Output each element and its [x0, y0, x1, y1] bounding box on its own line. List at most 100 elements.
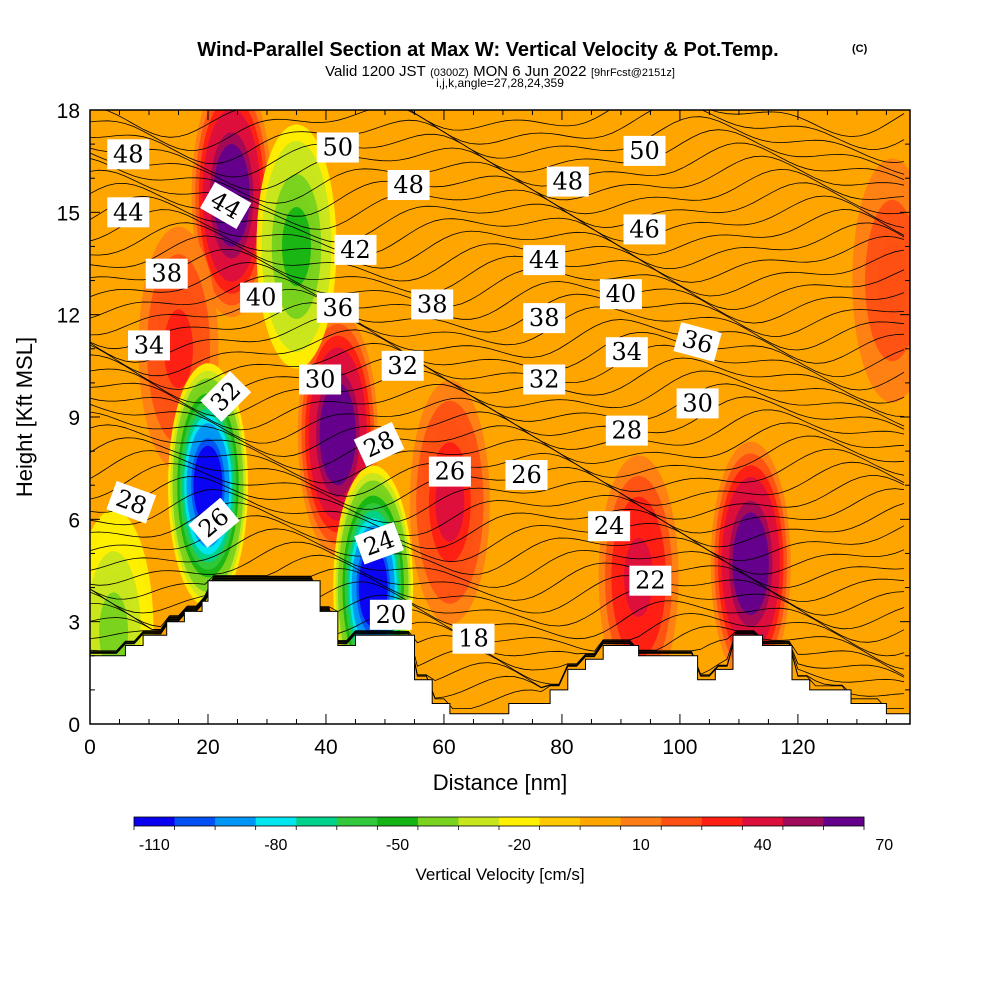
contour-label-text: 18 — [458, 625, 489, 653]
copyright-mark: (C) — [852, 43, 868, 55]
contour-label-box — [316, 292, 359, 323]
contour-label-box — [623, 135, 666, 166]
contour-label-box — [546, 166, 589, 197]
colorbar-swatch — [661, 817, 703, 826]
colorbar-swatch — [782, 817, 824, 826]
x-tick-label: 100 — [662, 736, 697, 759]
contour-label: 30 — [299, 364, 342, 395]
colorbar-tick-label: -20 — [508, 837, 531, 854]
isentrope-line — [90, 315, 905, 364]
contour-label-text: 40 — [246, 284, 277, 312]
isentrope-line — [90, 541, 905, 589]
y-tick-label: 6 — [68, 509, 80, 532]
contour-label-box — [299, 364, 342, 395]
contour-label-box — [354, 521, 404, 565]
valid-utc: (0300Z) — [430, 67, 469, 79]
contour-labels: 4844383428444032265042363048383228242026… — [106, 132, 722, 654]
valid-prefix: Valid 1200 JST — [325, 63, 426, 80]
colorbar-tick-label: 40 — [754, 837, 772, 854]
isentrope-line — [90, 155, 905, 204]
isentrope-line — [90, 577, 905, 657]
contour-label-box — [240, 282, 283, 313]
colorbar-swatch — [701, 817, 743, 826]
colorbar-tick-label: -50 — [386, 837, 409, 854]
contour-label-box — [676, 388, 719, 419]
isentrope-line — [90, 502, 905, 549]
isentrope-line — [90, 528, 905, 575]
colorbar-swatch — [134, 817, 175, 826]
contour-label-box — [523, 245, 566, 276]
isentrope-line — [90, 576, 905, 630]
contour-label-text: 30 — [682, 389, 713, 417]
y-tick-label: 0 — [68, 714, 80, 737]
isentrope-line — [90, 275, 905, 324]
contour-label-text: 20 — [376, 601, 407, 629]
colorbar-swatch — [296, 817, 338, 826]
contour-label-box — [369, 599, 412, 630]
isentrope-line — [90, 579, 905, 677]
isentrope-line — [90, 302, 905, 351]
isentrope-line — [90, 435, 905, 484]
contour-label-text: 38 — [529, 304, 560, 332]
chart-title: Wind-Parallel Section at Max W: Vertical… — [197, 39, 778, 61]
contour-label-text: 48 — [113, 140, 144, 168]
colorbar-swatch — [458, 817, 500, 826]
isentrope-line — [90, 142, 905, 191]
contour-label-box — [428, 456, 471, 487]
contour-label-box — [200, 182, 252, 229]
isentrope-line — [90, 488, 905, 537]
contour-label: 40 — [240, 282, 283, 313]
isentrope-line — [90, 209, 905, 256]
contour-label-text: 26 — [435, 458, 466, 486]
valid-date: MON 6 Jun 2022 — [473, 63, 586, 80]
colorbar-swatch — [417, 817, 459, 826]
contour-label: 42 — [334, 234, 377, 265]
contour-label: 50 — [316, 132, 359, 163]
colorbar-title: Vertical Velocity [cm/s] — [415, 865, 584, 884]
contour-label: 36 — [316, 292, 359, 323]
contour-label-box — [523, 364, 566, 395]
contour-label: 32 — [523, 364, 566, 395]
isentrope-line — [90, 409, 905, 457]
contour-label-text: 46 — [629, 215, 660, 243]
contour-label-text: 38 — [151, 260, 182, 288]
chart-subtitle: Valid 1200 JST (0300Z) MON 6 Jun 2022 [9… — [325, 63, 675, 80]
contour-label: 28 — [605, 415, 648, 446]
y-tick-label: 18 — [57, 100, 80, 123]
updraft-cell-6 — [852, 158, 910, 403]
contour-label-box — [605, 337, 648, 368]
isentrope-line — [90, 110, 905, 151]
colorbar-swatch — [174, 817, 216, 826]
y-tick-label: 15 — [57, 202, 80, 225]
contour-label-box — [605, 415, 648, 446]
isentrope-line — [90, 383, 905, 431]
y-tick-label: 3 — [68, 612, 80, 635]
contour-label: 38 — [523, 303, 566, 334]
colorbar-swatch — [620, 817, 662, 826]
contour-label-box — [411, 289, 454, 320]
contour-label-box — [107, 139, 150, 170]
isentrope-line — [90, 129, 905, 178]
contour-label: 34 — [605, 337, 648, 368]
colorbar: -110 -80 -50 -20 10 40 70 — [133, 816, 893, 854]
contour-label-box — [128, 330, 170, 361]
contour-label-text: 22 — [635, 567, 666, 595]
isentrope-line — [90, 422, 905, 471]
forecast-info: [9hrFcst@2151z] — [591, 67, 675, 79]
contour-label-box — [381, 350, 424, 381]
isentrope-line — [90, 475, 905, 523]
contour-label-box — [106, 481, 157, 524]
isentrope-line — [90, 329, 905, 378]
x-axis-label: Distance [nm] — [433, 770, 568, 795]
colorbar-tick-label: 10 — [632, 837, 650, 854]
contour-label-text: 44 — [113, 198, 144, 226]
contour-label: 30 — [676, 388, 719, 419]
contour-label-text: 50 — [629, 137, 660, 165]
colorbar-tick-label: -80 — [264, 837, 287, 854]
colorbar-swatch — [215, 817, 257, 826]
colorbar-swatch — [539, 817, 581, 826]
contour-label: 34 — [128, 330, 170, 361]
contour-label-box — [629, 565, 672, 596]
isentrope-line — [90, 568, 905, 616]
grid-params: i,j,k,angle=27,28,24,359 — [436, 76, 564, 90]
